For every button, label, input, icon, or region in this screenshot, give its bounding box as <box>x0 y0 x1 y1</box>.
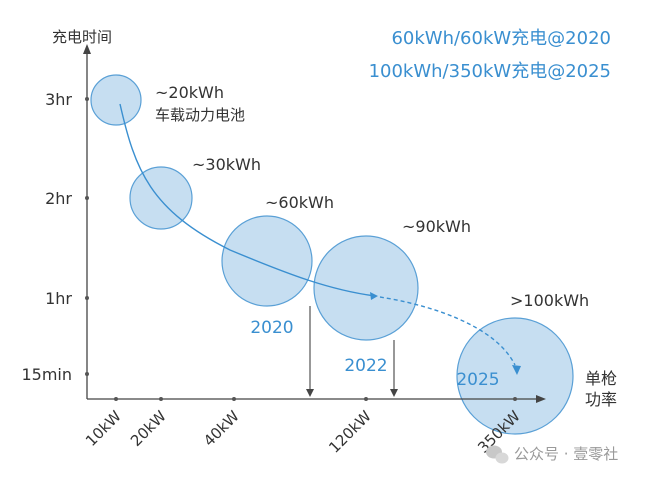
wechat-icon <box>486 445 509 464</box>
y-tick-dot <box>85 372 89 376</box>
y-axis-arrow <box>83 44 91 54</box>
year-label: 2020 <box>250 318 293 338</box>
trend-curve-dashed <box>379 296 516 366</box>
x-tick-dot <box>232 397 236 401</box>
y-tick-dot <box>85 97 89 101</box>
bubble-40kW <box>221 215 313 307</box>
y-axis-label: 充电时间 <box>52 28 112 46</box>
bubble-20kW <box>129 166 193 230</box>
bubble-label: ~90kWh <box>402 217 471 236</box>
x-tick-label: 20kW <box>127 407 170 450</box>
watermark: 公众号 · 壹零社 <box>486 445 618 464</box>
y-tick-label: 3hr <box>45 90 72 109</box>
drop-line-arrow <box>390 389 398 397</box>
legend-line-2: 100kWh/350kW充电@2025 <box>369 61 611 82</box>
x-tick-dot <box>159 397 163 401</box>
y-tick-dot <box>85 296 89 300</box>
bubble-label: >100kWh <box>510 291 589 310</box>
x-tick-label: 120kW <box>325 407 375 457</box>
trend-curve-dashed-arrow <box>512 365 521 375</box>
x-tick-label: 40kW <box>200 407 243 450</box>
y-tick-label: 2hr <box>45 189 72 208</box>
trend-curve-solid <box>119 103 376 297</box>
bubble-10kW <box>90 74 142 126</box>
x-tick-dot <box>114 397 118 401</box>
drop-lines <box>306 306 398 397</box>
bubble-label: ~60kWh <box>265 193 334 212</box>
bubble-120kW <box>313 235 419 341</box>
legend-line-1: 60kWh/60kW充电@2020 <box>391 28 611 49</box>
y-tick-label: 1hr <box>45 289 72 308</box>
drop-line-arrow <box>306 389 314 397</box>
trend-curve-arrow <box>370 292 378 300</box>
watermark-text: 公众号 · 壹零社 <box>514 445 618 463</box>
bubble-label: ~20kWh <box>155 83 224 102</box>
y-tick-dot <box>85 196 89 200</box>
x-tick-dot <box>513 397 517 401</box>
x-tick-label: 10kW <box>82 407 125 450</box>
x-tick-dot <box>364 397 368 401</box>
y-tick-label: 15min <box>21 365 72 384</box>
year-label: 2025 <box>456 370 499 390</box>
year-label: 2022 <box>344 356 387 376</box>
x-axis-label-line1: 单枪 <box>585 369 617 388</box>
x-axis-arrow <box>536 395 546 403</box>
bubble-label: ~30kWh <box>192 155 261 174</box>
bubble-350kW <box>456 317 574 435</box>
bubble-sublabel: 车载动力电池 <box>155 106 245 124</box>
bubbles-group: ~20kWh 车载动力电池 ~30kWh~60kWh 2020 ~90kWh 2022 >1… <box>90 74 589 435</box>
x-axis-label-line2: 功率 <box>585 390 617 409</box>
